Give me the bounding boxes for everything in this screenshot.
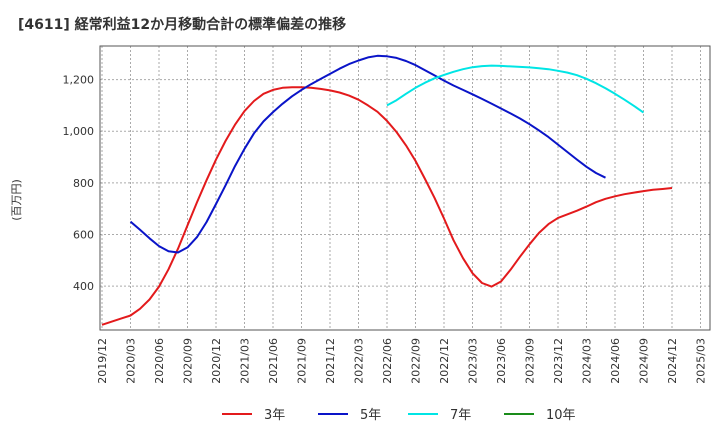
x-tick-label: 2021/09: [296, 338, 309, 384]
legend-label: 7年: [450, 408, 471, 423]
x-tick-label: 2021/06: [267, 338, 280, 384]
x-tick-label: 2023/09: [524, 338, 537, 384]
legend: 3年 5年 7年 10年: [222, 408, 576, 423]
x-tick-label: 2021/03: [239, 338, 252, 384]
legend-label: 10年: [546, 408, 576, 423]
x-axis-ticks: 2019/12 2020/03 2020/06 2020/09 2020/12 2021/…: [96, 338, 708, 384]
y-tick-label: 1,000: [63, 125, 95, 138]
y-axis-ticks: 400 600 800 1,000 1,200: [63, 74, 95, 294]
series-line-7年: [386, 64, 645, 114]
y-tick-label: 600: [73, 228, 94, 241]
series-line-3年: [101, 86, 673, 326]
y-tick-label: 800: [73, 177, 94, 190]
legend-label: 3年: [264, 408, 285, 423]
chart-title: [4611] 経常利益12か月移動合計の標準偏差の推移: [18, 17, 347, 33]
y-tick-label: 1,200: [63, 74, 95, 87]
x-tick-label: 2024/03: [581, 338, 594, 384]
y-tick-label: 400: [73, 280, 94, 293]
legend-label: 5年: [360, 408, 381, 423]
grid-lines: [100, 46, 710, 330]
x-tick-label: 2020/12: [210, 338, 223, 384]
x-tick-label: 2022/06: [381, 338, 394, 384]
series-layer: [101, 54, 673, 326]
plot-frame: [99, 45, 711, 331]
series-line-5年: [129, 54, 606, 254]
x-tick-label: 2022/12: [438, 338, 451, 384]
x-tick-label: 2020/03: [125, 338, 138, 384]
y-axis-label: (百万円): [10, 179, 23, 221]
x-tick-label: 2023/06: [495, 338, 508, 384]
x-tick-label: 2022/09: [410, 338, 423, 384]
x-tick-label: 2022/03: [353, 338, 366, 384]
x-tick-label: 2023/12: [552, 338, 565, 384]
x-tick-label: 2025/03: [695, 338, 708, 384]
x-tick-label: 2024/09: [638, 338, 651, 384]
x-tick-label: 2019/12: [96, 338, 109, 384]
x-tick-label: 2023/03: [467, 338, 480, 384]
x-tick-label: 2021/12: [324, 338, 337, 384]
x-tick-label: 2020/09: [182, 338, 195, 384]
x-tick-label: 2024/06: [609, 338, 622, 384]
x-tick-label: 2024/12: [666, 338, 679, 384]
x-tick-label: 2020/06: [153, 338, 166, 384]
